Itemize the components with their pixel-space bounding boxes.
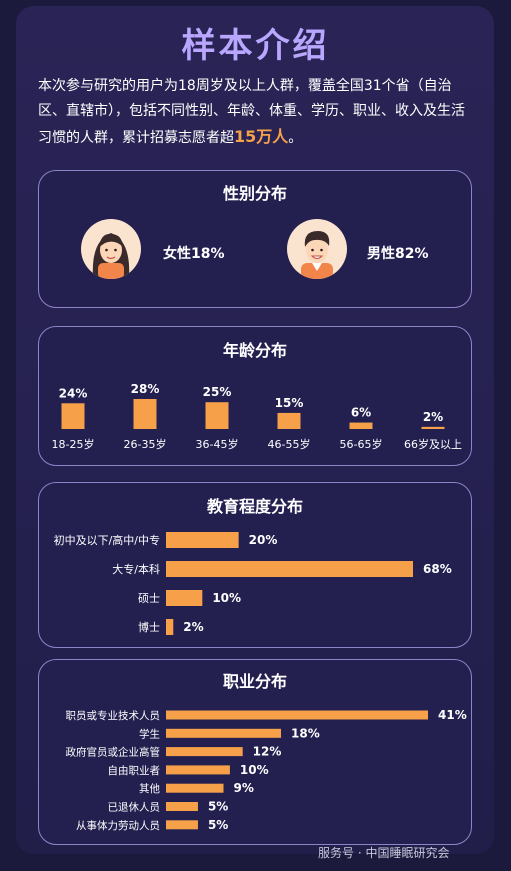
male-avatar-icon bbox=[287, 219, 347, 279]
intro-highlight: 15万人 bbox=[234, 127, 289, 146]
occupation-bar bbox=[166, 802, 198, 811]
male-label: 男性82% bbox=[367, 246, 429, 262]
education-value-label: 2% bbox=[183, 620, 203, 634]
age-category-label: 18-25岁 bbox=[52, 437, 95, 451]
occupation-chart: 职员或专业技术人员 41% 学生 18% 政府官员或企业高管 12% 自由职业者 10% 其他 9… bbox=[66, 708, 467, 832]
occupation-bar bbox=[166, 747, 243, 757]
age-bar bbox=[205, 402, 229, 429]
intro-text: 本次参与研究的用户为18周岁及以上人群，覆盖全国31个省（自治区、直辖市），包括… bbox=[38, 78, 465, 146]
age-bar bbox=[277, 412, 301, 429]
age-value-label: 6% bbox=[351, 406, 371, 420]
occupation-category-label: 职员或专业技术人员 bbox=[66, 709, 161, 722]
age-chart: 24% 18-25岁 28% 26-35岁 25% 36-45岁 15% 46-55岁 6% 56… bbox=[52, 382, 462, 451]
occupation-value-label: 10% bbox=[240, 763, 269, 777]
occupation-bar bbox=[166, 765, 230, 775]
occupation-bar bbox=[166, 783, 224, 793]
age-category-label: 66岁及以上 bbox=[404, 437, 462, 451]
occupation-category-label: 自由职业者 bbox=[108, 764, 161, 777]
age-category-label: 46-55岁 bbox=[268, 437, 311, 451]
occupation-bar bbox=[166, 710, 428, 720]
education-value-label: 20% bbox=[249, 533, 278, 547]
age-category-label: 26-35岁 bbox=[124, 437, 167, 451]
occupation-value-label: 18% bbox=[291, 726, 320, 740]
age-card: 年龄分布 24% 18-25岁 28% 26-35岁 25% 36-45岁 15% 46-55… bbox=[38, 326, 472, 466]
age-bar bbox=[133, 399, 157, 429]
occupation-category-label: 学生 bbox=[139, 727, 160, 740]
occupation-value-label: 12% bbox=[253, 745, 282, 759]
occupation-title: 职业分布 bbox=[222, 672, 287, 691]
age-category-label: 56-65岁 bbox=[340, 437, 383, 451]
education-bar bbox=[166, 561, 413, 577]
education-card: 教育程度分布 初中及以下/高中/中专 20% 大专/本科 68% 硕士 10% 博士 2% bbox=[38, 482, 472, 648]
occupation-value-label: 5% bbox=[208, 818, 228, 832]
gender-title: 性别分布 bbox=[222, 184, 287, 203]
intro-end: 。 bbox=[288, 130, 303, 146]
occupation-card: 职业分布 职员或专业技术人员 41% 学生 18% 政府官员或企业高管 12% 自由职业者 1… bbox=[38, 659, 472, 845]
age-bar bbox=[349, 422, 373, 429]
occupation-bar bbox=[166, 820, 198, 830]
page-title: 样本介绍 bbox=[181, 26, 330, 66]
occupation-value-label: 9% bbox=[234, 781, 254, 795]
occupation-category-label: 政府官员或企业高管 bbox=[66, 746, 161, 759]
education-category-label: 初中及以下/高中/中专 bbox=[54, 533, 160, 547]
education-category-label: 硕士 bbox=[138, 592, 160, 605]
age-value-label: 2% bbox=[423, 410, 443, 424]
occupation-bar bbox=[166, 728, 282, 738]
education-chart: 初中及以下/高中/中专 20% 大专/本科 68% 硕士 10% 博士 2% bbox=[54, 532, 452, 635]
occupation-value-label: 41% bbox=[438, 708, 467, 722]
education-title: 教育程度分布 bbox=[206, 497, 303, 516]
occupation-category-label: 从事体力劳动人员 bbox=[76, 819, 160, 832]
education-value-label: 10% bbox=[212, 591, 241, 605]
intro-paragraph: 本次参与研究的用户为18周岁及以上人群，覆盖全国31个省（自治区、直辖市），包括… bbox=[38, 74, 478, 151]
occupation-category-label: 其他 bbox=[139, 782, 160, 795]
female-label: 女性18% bbox=[163, 246, 225, 262]
age-value-label: 25% bbox=[203, 385, 232, 399]
age-title: 年龄分布 bbox=[222, 341, 287, 360]
education-bar bbox=[166, 590, 203, 606]
education-bar bbox=[166, 532, 239, 548]
occupation-category-label: 已退休人员 bbox=[108, 802, 161, 814]
age-bar bbox=[61, 403, 85, 429]
age-bar bbox=[421, 426, 445, 429]
watermark: 服务号 · 中国睡眠研究会 bbox=[318, 846, 450, 860]
education-bar bbox=[166, 619, 174, 635]
age-value-label: 24% bbox=[59, 386, 88, 400]
gender-card: 性别分布 女性18% 男性82% bbox=[38, 170, 472, 308]
education-category-label: 大专/本科 bbox=[112, 562, 160, 576]
age-category-label: 36-45岁 bbox=[196, 437, 239, 451]
education-value-label: 68% bbox=[423, 562, 452, 576]
age-value-label: 15% bbox=[275, 396, 304, 410]
female-avatar-icon bbox=[81, 219, 141, 279]
education-category-label: 博士 bbox=[138, 621, 160, 634]
age-value-label: 28% bbox=[131, 382, 160, 396]
occupation-value-label: 5% bbox=[208, 800, 228, 814]
